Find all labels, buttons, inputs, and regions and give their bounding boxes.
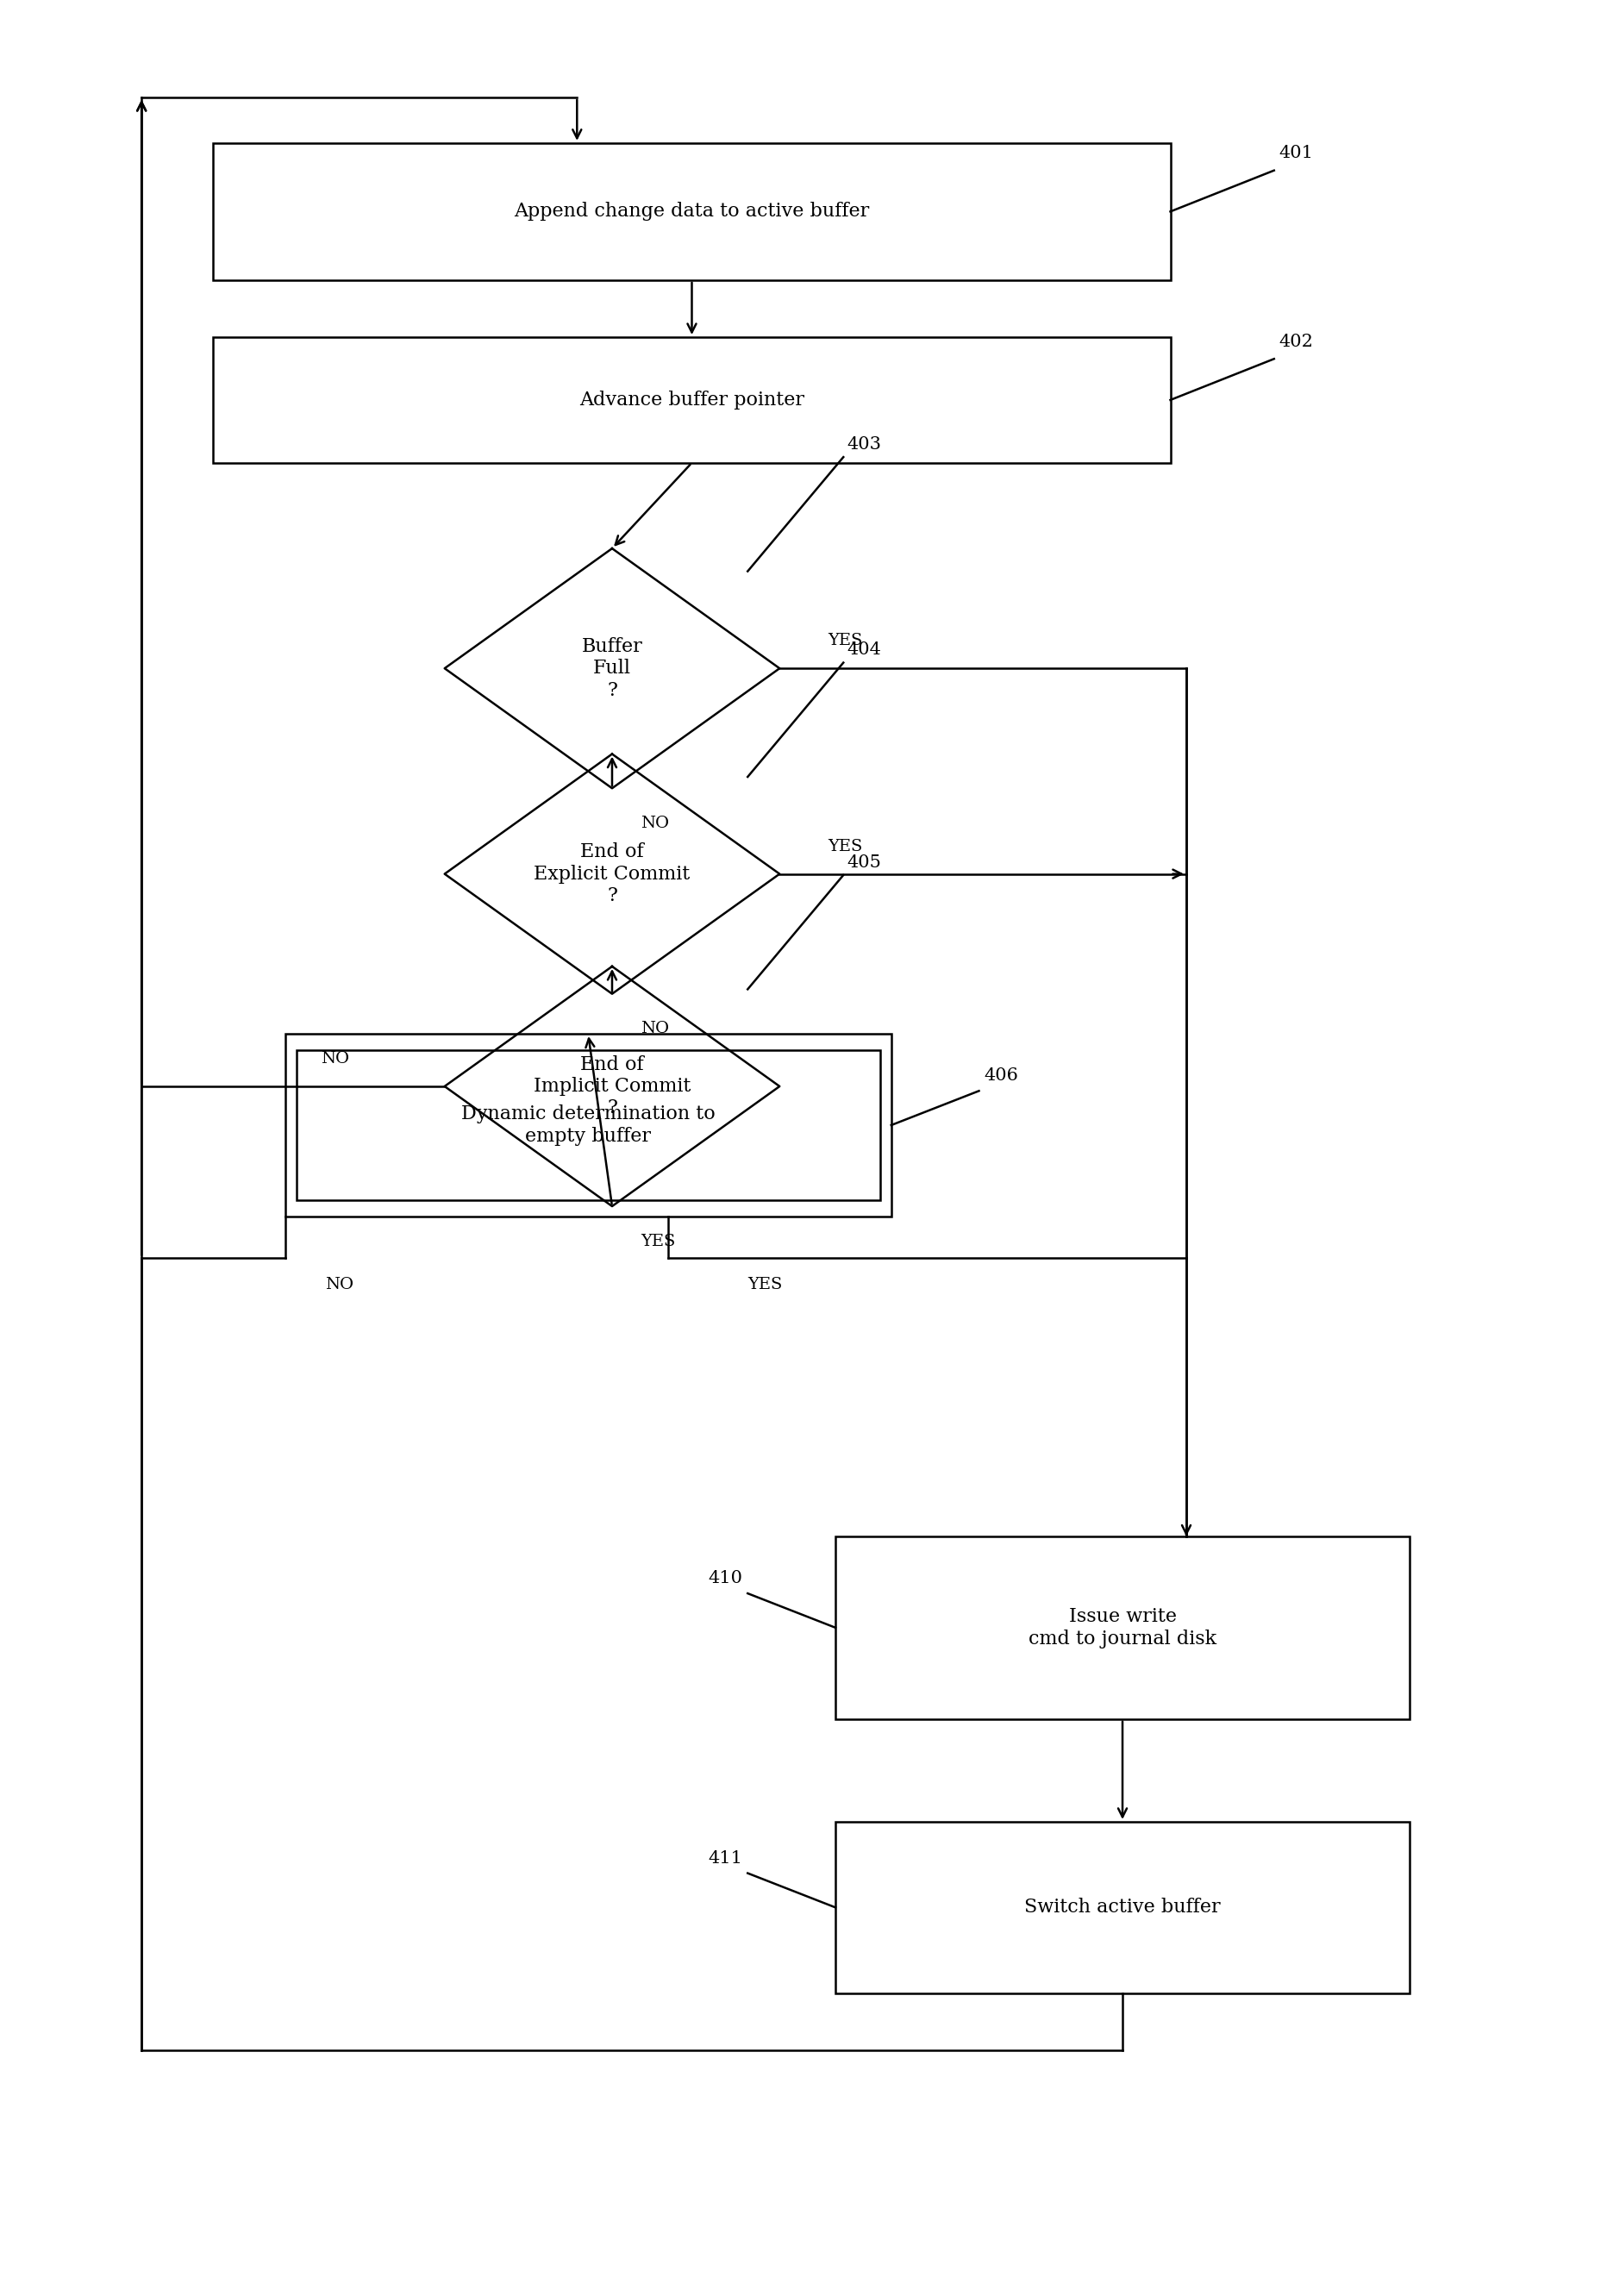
Text: Buffer
Full
?: Buffer Full ? xyxy=(582,636,643,700)
Bar xyxy=(836,1821,1409,1993)
Bar xyxy=(214,142,1170,280)
Bar xyxy=(284,1033,892,1217)
Text: Switch active buffer: Switch active buffer xyxy=(1024,1899,1221,1917)
Text: 404: 404 xyxy=(847,641,881,659)
Text: 406: 406 xyxy=(983,1068,1019,1084)
Text: NO: NO xyxy=(641,815,670,831)
Text: 401: 401 xyxy=(1279,145,1313,161)
Text: NO: NO xyxy=(641,1022,670,1038)
Text: 411: 411 xyxy=(709,1851,742,1867)
Text: Advance buffer pointer: Advance buffer pointer xyxy=(580,390,805,409)
Text: Append change data to active buffer: Append change data to active buffer xyxy=(514,202,869,220)
Text: End of
Explicit Commit
?: End of Explicit Commit ? xyxy=(534,843,691,905)
Text: YES: YES xyxy=(828,634,861,650)
Bar xyxy=(214,338,1170,464)
Text: 402: 402 xyxy=(1279,333,1313,349)
Text: YES: YES xyxy=(641,1233,675,1249)
Text: YES: YES xyxy=(828,838,861,854)
Bar xyxy=(836,1536,1409,1720)
Text: 405: 405 xyxy=(847,854,881,870)
Text: NO: NO xyxy=(320,1052,349,1068)
Text: 403: 403 xyxy=(847,436,881,452)
Text: End of
Implicit Commit
?: End of Implicit Commit ? xyxy=(534,1054,691,1118)
Text: Dynamic determination to
empty buffer: Dynamic determination to empty buffer xyxy=(461,1104,715,1146)
Text: YES: YES xyxy=(747,1277,783,1293)
Text: Issue write
cmd to journal disk: Issue write cmd to journal disk xyxy=(1028,1607,1216,1649)
Bar xyxy=(296,1049,881,1201)
Text: 410: 410 xyxy=(709,1570,742,1587)
Text: NO: NO xyxy=(325,1277,354,1293)
